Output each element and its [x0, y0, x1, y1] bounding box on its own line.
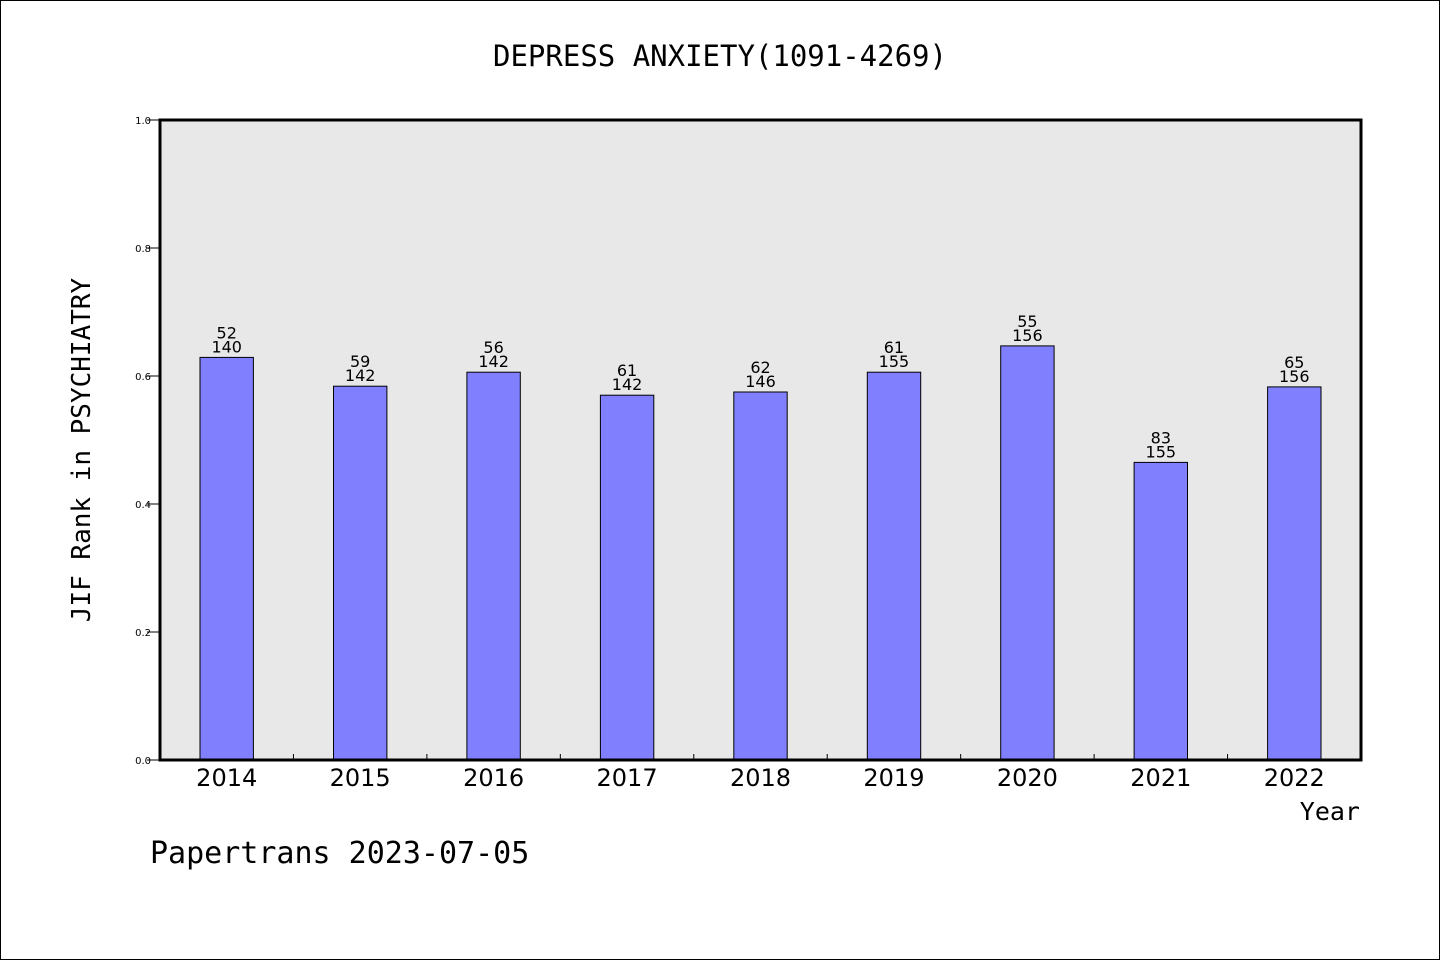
- y-tick-label: 0.2: [135, 628, 151, 639]
- bar-label-total: 142: [612, 375, 643, 394]
- source-note: Papertrans 2023-07-05: [150, 836, 529, 871]
- y-axis-label: JIF Rank in PSYCHIATRY: [67, 277, 97, 622]
- bar-label-total: 156: [1012, 326, 1043, 345]
- bar-label-rank: 61: [617, 361, 637, 380]
- ticks-layer: 2014 2015 2016 2017 2018 2019 2020 2021 2022 0.0 0…: [135, 116, 1325, 792]
- bar-label-rank: 62: [750, 358, 770, 377]
- plot-border: [158, 118, 1363, 762]
- bar-label-total: 142: [478, 352, 509, 371]
- x-tick-label: 2020: [997, 764, 1058, 792]
- bar-2018: [733, 391, 788, 761]
- x-tick-label: 2015: [330, 764, 391, 792]
- bar-label-total: 140: [211, 337, 242, 356]
- bar-label-rank: 59: [350, 352, 370, 371]
- x-tick-label: 2016: [463, 764, 524, 792]
- y-tick-label: 0.6: [135, 372, 151, 383]
- x-axis-label: Year: [1300, 797, 1360, 826]
- bar-label-rank: 61: [884, 338, 904, 357]
- bar-label-rank: 55: [1017, 312, 1037, 331]
- x-tick-label: 2021: [1130, 764, 1191, 792]
- bar-2016: [466, 371, 521, 761]
- x-tick-label: 2014: [196, 764, 257, 792]
- y-tick-label: 0.4: [135, 500, 151, 511]
- bar-label-rank: 83: [1151, 428, 1171, 447]
- x-tick-label: 2018: [730, 764, 791, 792]
- bar-2020: [1000, 345, 1055, 761]
- bar-2021: [1133, 461, 1188, 761]
- y-tick-label: 0.0: [135, 756, 151, 767]
- bar-label-total: 142: [345, 366, 376, 385]
- x-tick-label: 2019: [863, 764, 924, 792]
- chart-title: DEPRESS ANXIETY(1091-4269): [493, 39, 947, 73]
- x-tick-label: 2022: [1264, 764, 1325, 792]
- bar-label-rank: 52: [217, 323, 237, 342]
- bar-label-total: 155: [879, 352, 910, 371]
- y-tick-label: 1.0: [135, 116, 151, 127]
- bar-2022: [1267, 386, 1322, 761]
- bar-2017: [599, 394, 655, 761]
- bar-2014: [199, 356, 254, 761]
- bar-label-rank: 65: [1284, 353, 1304, 372]
- bar-label-total: 146: [745, 372, 776, 391]
- bar-label-rank: 56: [483, 338, 503, 357]
- x-tick-label: 2017: [597, 764, 658, 792]
- bar-2015: [333, 385, 388, 761]
- bar-2019: [866, 371, 922, 761]
- y-tick-label: 0.8: [135, 244, 151, 255]
- bar-label-total: 156: [1279, 367, 1310, 386]
- bar-label-total: 155: [1146, 442, 1177, 461]
